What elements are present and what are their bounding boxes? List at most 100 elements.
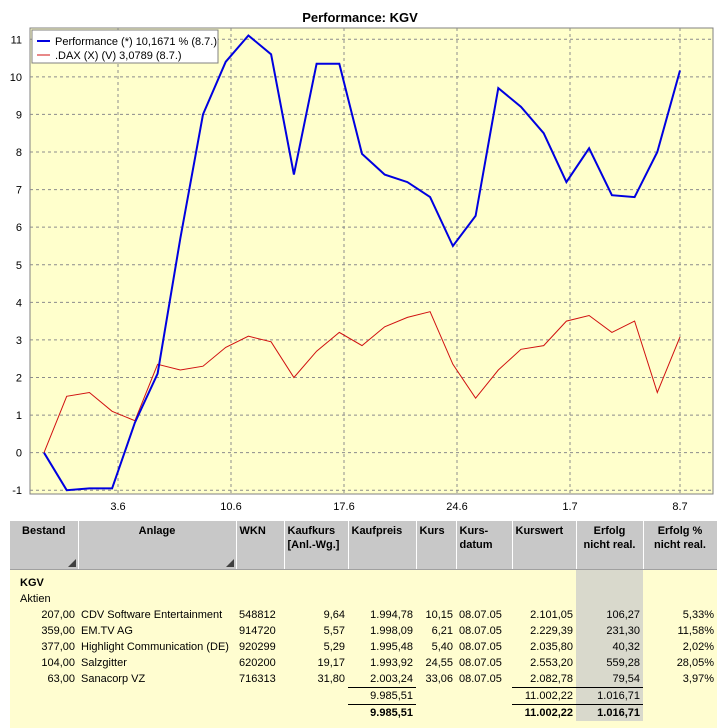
cell-kurs: 6,21 (431, 625, 453, 637)
y-tick-label: 7 (16, 185, 22, 197)
total-row-wkn (236, 705, 284, 722)
x-tick-label: 3.6 (110, 501, 125, 513)
cell-erfolg-pct: 11,58% (677, 625, 715, 637)
cell-erfolg-pct: 5,33% (682, 609, 714, 621)
y-tick-label: 2 (16, 373, 22, 385)
column-header-kurswert[interactable]: Kurswert (512, 521, 577, 570)
cell-kurs: 24,55 (425, 657, 453, 669)
plot-area (29, 27, 714, 495)
total-row-bestand (10, 705, 78, 722)
total-row-kaufkurs (284, 705, 348, 722)
cell-kursdatum: 08.07.05 (459, 625, 502, 637)
cell-anlage: EM.TV AG (81, 625, 133, 637)
subtotal-row-wkn (236, 688, 284, 705)
y-tick-label: 0 (16, 448, 22, 460)
dax-line (43, 311, 681, 453)
subtotal-row-kaufpreis: 9.985,51 (348, 687, 416, 705)
cell-kurswert: 2.035,80 (530, 641, 573, 653)
total-row-kursdatum (456, 705, 512, 722)
cell-bestand: 104,00 (41, 657, 75, 669)
cell-kurs: 10,15 (425, 609, 453, 621)
cell-kaufpreis: 1.998,09 (370, 625, 413, 637)
cell-kursdatum: 08.07.05 (459, 657, 502, 669)
legend-label: .DAX (X) (V) 3,0789 (8.7.) (55, 50, 182, 62)
x-tick-label: 8.7 (672, 501, 687, 513)
cell-kursdatum: 08.07.05 (459, 609, 502, 621)
cell-erfolg: 79,54 (576, 671, 643, 688)
total-row-erfolg-pct (643, 705, 717, 722)
erfolg-pct-cell (643, 575, 717, 591)
cell-kaufpreis: 1.994,78 (370, 609, 413, 621)
column-header-bestand[interactable]: Bestand (10, 521, 79, 570)
cell-wkn: 716313 (239, 673, 276, 686)
subtotal-row-erfolg: 1.016,71 (576, 687, 643, 705)
total-row-anlage (78, 705, 236, 722)
sort-indicator-icon (67, 558, 76, 567)
legend-label: Performance (*) 10,1671 % (8.7.) (55, 36, 217, 48)
cell-kaufkurs: 19,17 (317, 657, 345, 669)
cell-kurswert: 2.101,05 (530, 609, 573, 621)
cell-kaufkurs: 9,64 (323, 609, 345, 621)
cell-anlage: CDV Software Entertainment (81, 609, 223, 621)
cell-kaufkurs: 5,57 (323, 625, 345, 637)
subgroup-row[interactable]: Aktien (10, 591, 717, 607)
chart-canvas: Performance: KGV -1 0 1 2 3 4 5 6 7 8 9 10 11 3.6 10.6 1… (10, 10, 714, 513)
cell-kaufpreis: 1.993,92 (370, 657, 413, 669)
cell-kursdatum: 08.07.05 (459, 673, 502, 686)
y-tick-label: 6 (16, 222, 22, 234)
cell-kurswert: 2.229,39 (530, 625, 573, 637)
y-tick-label: 8 (16, 147, 22, 159)
column-header-label: Kurs (419, 525, 445, 537)
erfolg-pct-cell (643, 591, 717, 607)
y-tick-label: 4 (16, 297, 22, 309)
column-header-wkn[interactable]: WKN (236, 521, 285, 570)
subtotal-row-kursdatum (456, 688, 512, 705)
portfolio-table-panel: Bestand Anlage WKN Kaufkurs [Anl.-Wg.] K… (10, 521, 717, 728)
erfolg-cell (576, 591, 643, 607)
performance-chart: Performance: KGV -1 0 1 2 3 4 5 6 7 8 9 10 11 3.6 10.6 1… (9, 10, 714, 513)
y-tick-label: 11 (11, 34, 22, 46)
legend-box (31, 29, 219, 64)
total-row: 9.985,51 11.002,22 1.016,71 (10, 704, 717, 722)
x-tick-label: 10.6 (220, 501, 241, 513)
subtotal-row-kaufkurs (284, 688, 348, 705)
table-row[interactable]: 207,00 CDV Software Entertainment 548812 9,… (10, 607, 717, 623)
table-row[interactable]: 63,00 Sanacorp VZ 716313 31,80 2.003,24 33,06… (10, 671, 717, 688)
column-header-kaufkurs[interactable]: Kaufkurs [Anl.-Wg.] (284, 521, 349, 570)
group-row[interactable]: KGV (10, 575, 717, 591)
subtotal-row-kurswert: 11.002,22 (512, 687, 576, 705)
portfolio-table: Bestand Anlage WKN Kaufkurs [Anl.-Wg.] K… (10, 521, 717, 721)
cell-bestand: 207,00 (41, 609, 75, 621)
column-header-label: Kurswert (515, 525, 564, 537)
column-header-label: Bestand (22, 525, 66, 537)
column-header-kursdatum[interactable]: Kurs-datum (456, 521, 513, 570)
spacer-row (10, 569, 717, 575)
column-header-anlage[interactable]: Anlage (78, 521, 237, 570)
column-header-label: Erfolg nicht real. (583, 525, 636, 551)
x-tick-label: 24.6 (446, 501, 467, 513)
column-header-erfolg[interactable]: Erfolg nicht real. (576, 521, 644, 570)
y-tick-label: 10 (10, 72, 22, 84)
cell-wkn: 620200 (239, 657, 276, 669)
sort-indicator-icon (225, 558, 234, 567)
column-header-label: Kurs-datum (459, 525, 493, 551)
total-row-kurs (416, 705, 456, 722)
cell-erfolg: 106,27 (576, 607, 643, 623)
cell-kurswert: 2.082,78 (530, 673, 573, 685)
column-header-erfolg-pct[interactable]: Erfolg % nicht real. (643, 521, 717, 570)
group-label: KGV (20, 577, 44, 589)
y-tick-label: 1 (16, 410, 22, 422)
y-tick-label: -1 (12, 485, 22, 497)
column-header-kurs[interactable]: Kurs (416, 521, 457, 570)
table-row[interactable]: 377,00 Highlight Communication (DE) 920299… (10, 639, 717, 655)
cell-wkn: 920299 (239, 641, 276, 653)
table-row[interactable]: 359,00 EM.TV AG 914720 5,57 1.998,09 6,21 08.0… (10, 623, 717, 639)
cell-wkn: 548812 (239, 609, 276, 621)
erfolg-cell (576, 575, 643, 591)
cell-kaufkurs: 31,80 (317, 673, 345, 686)
column-header-kaufpreis[interactable]: Kaufpreis (348, 521, 417, 570)
cell-bestand: 359,00 (41, 625, 75, 637)
column-header-label: Kaufkurs [Anl.-Wg.] (287, 525, 340, 551)
cell-erfolg: 559,28 (576, 655, 643, 671)
table-row[interactable]: 104,00 Salzgitter 620200 19,17 1.993,92 24,55… (10, 655, 717, 671)
